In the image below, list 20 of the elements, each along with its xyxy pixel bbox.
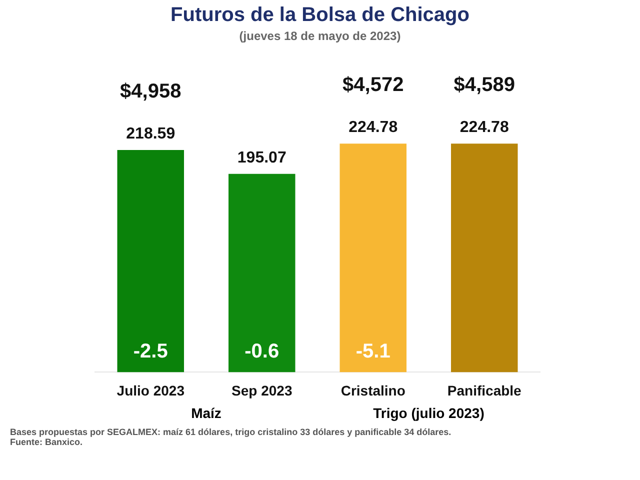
annotation: -2.5 bbox=[133, 340, 168, 363]
chart-subtitle: (jueves 18 de mayo de 2023) bbox=[238, 29, 402, 43]
text: $4,572 bbox=[342, 74, 404, 96]
chart-title: Futuros de la Bolsa de Chicago bbox=[170, 4, 470, 27]
data-label: 218.59 bbox=[126, 125, 176, 142]
text: Bases propuestas por SEGALMEX: maíz 61 dólares, trigo cristalino 33 dólares y panificable 34 dólares. bbox=[10, 427, 452, 437]
source-note: Fuente: Banxico. bbox=[10, 437, 84, 447]
text: Trigo (julio 2023) bbox=[372, 404, 486, 423]
data-label: 224.78 bbox=[348, 119, 398, 136]
x-tick-label: Cristalino bbox=[340, 382, 406, 398]
annotation: -5.1 bbox=[356, 340, 390, 363]
data-label: 195.07 bbox=[237, 149, 286, 166]
text: $4,589 bbox=[454, 74, 515, 96]
x-tick-label: Julio 2023 bbox=[116, 382, 185, 398]
x-tick-label: Panificable bbox=[447, 382, 522, 398]
data-label: 224.78 bbox=[460, 119, 509, 136]
x-tick-label: Sep 2023 bbox=[232, 382, 292, 398]
annotation: -0.6 bbox=[244, 340, 280, 363]
text: $4,958 bbox=[120, 80, 182, 102]
text: Maíz bbox=[190, 404, 222, 423]
